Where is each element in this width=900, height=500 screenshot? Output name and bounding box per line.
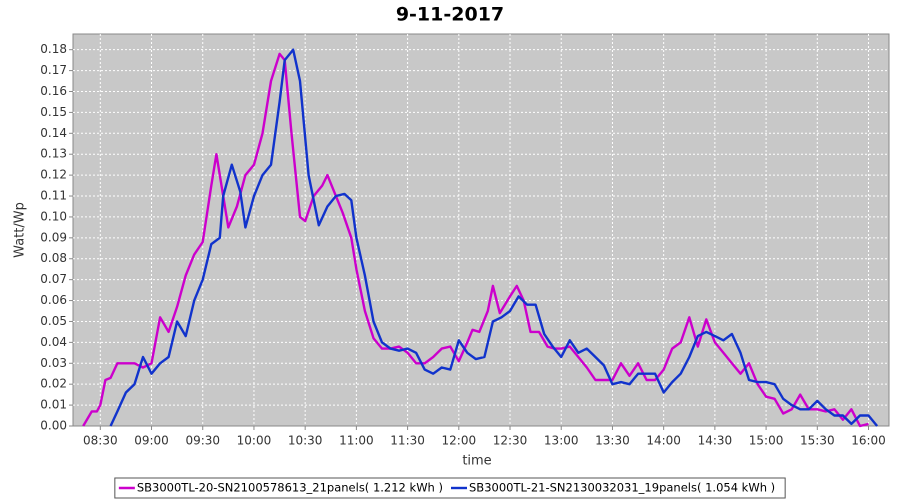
x-tick-label: 09:00 (134, 434, 169, 448)
y-tick-label: 0.15 (40, 105, 67, 119)
y-tick-label: 0.17 (40, 63, 67, 77)
y-tick-label: 0.05 (40, 314, 67, 328)
y-tick-label: 0.08 (40, 251, 67, 265)
y-tick-label: 0.00 (40, 419, 67, 433)
y-tick-label: 0.03 (40, 356, 67, 370)
line-layer (82, 48, 879, 428)
x-tick-label: 13:00 (544, 434, 579, 448)
y-tick-label: 0.10 (40, 209, 67, 223)
x-tick-label: 14:30 (698, 434, 733, 448)
y-tick-label: 0.12 (40, 168, 67, 182)
legend: SB3000TL-20-SN2100578613_21panels( 1.212… (114, 477, 786, 499)
x-tick-label: 14:00 (646, 434, 681, 448)
x-tick-label: 11:30 (390, 434, 425, 448)
y-tick-label: 0.04 (40, 335, 67, 349)
y-tick-label: 0.07 (40, 272, 67, 286)
x-tick-label: 12:00 (442, 434, 477, 448)
x-tick-label: 12:30 (493, 434, 528, 448)
x-tick-label: 15:00 (749, 434, 784, 448)
y-tick-label: 0.16 (40, 84, 67, 98)
legend-label: SB3000TL-20-SN2100578613_21panels( 1.212… (137, 481, 443, 495)
series-line (109, 48, 879, 427)
y-tick-label: 0.11 (40, 189, 67, 203)
legend-box (114, 477, 786, 499)
legend-label: SB3000TL-21-SN2130032031_19panels( 1.054… (469, 481, 775, 495)
y-tick-label: 0.06 (40, 293, 67, 307)
x-tick-label: 11:00 (339, 434, 374, 448)
y-axis-label: Watt/Wp (13, 202, 28, 258)
x-tick-label: 13:30 (595, 434, 630, 448)
series-line (82, 52, 869, 428)
y-tick-label: 0.14 (40, 126, 67, 140)
x-tick-label: 15:30 (800, 434, 835, 448)
y-tick-label: 0.02 (40, 377, 67, 391)
x-axis-label: time (462, 454, 491, 469)
x-tick-label: 16:00 (851, 434, 886, 448)
y-tick-label: 0.18 (40, 42, 67, 56)
chart-title: 9-11-2017 (396, 4, 504, 26)
y-tick-label: 0.01 (40, 398, 67, 412)
plot-area (72, 33, 890, 427)
x-tick-label: 10:00 (237, 434, 272, 448)
x-tick-label: 08:30 (83, 434, 118, 448)
x-tick-label: 09:30 (185, 434, 220, 448)
y-tick-label: 0.09 (40, 230, 67, 244)
x-tick-label: 10:30 (288, 434, 323, 448)
y-tick-label: 0.13 (40, 147, 67, 161)
